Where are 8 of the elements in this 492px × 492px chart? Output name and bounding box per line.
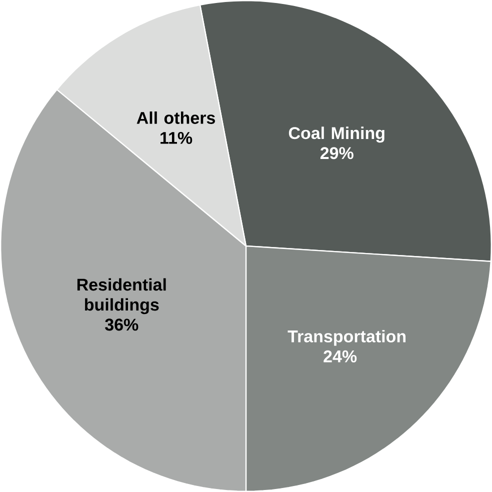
data-label: 29% bbox=[320, 147, 354, 160]
data-label: 24% bbox=[324, 350, 357, 362]
data-label: 36% bbox=[105, 318, 138, 331]
slice-label: Transportation bbox=[288, 330, 406, 346]
data-label: 11% bbox=[160, 132, 192, 144]
slice-label: Residential buildings bbox=[77, 278, 166, 314]
slice-label: All others bbox=[136, 111, 215, 124]
slice-label: Coal Mining bbox=[288, 126, 384, 143]
